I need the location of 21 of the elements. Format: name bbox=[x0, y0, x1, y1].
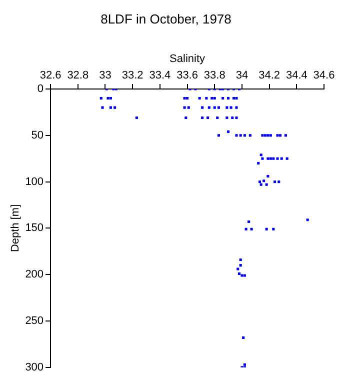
y-tick-label: 150 bbox=[25, 222, 44, 234]
y-tick-label: 100 bbox=[25, 176, 44, 188]
y-tick-label: 50 bbox=[31, 129, 44, 142]
y-tick-label: 200 bbox=[25, 268, 44, 281]
x-tick-label: 33.2 bbox=[122, 69, 144, 82]
x-axis-title: Salinity bbox=[170, 53, 206, 66]
y-tick-label: 300 bbox=[25, 361, 44, 374]
y-axis-title: Depth [m] bbox=[10, 204, 22, 252]
x-tick-label: 34.2 bbox=[258, 69, 280, 82]
x-tick-label: 33.6 bbox=[176, 69, 198, 82]
x-tick-label: 34 bbox=[236, 69, 248, 82]
x-tick-label: 33 bbox=[99, 69, 112, 82]
y-tick-label: 0 bbox=[37, 83, 44, 96]
x-tick-label: 33.8 bbox=[204, 69, 226, 82]
x-tick-label: 34.6 bbox=[313, 69, 335, 82]
x-tick-label: 33.4 bbox=[149, 69, 171, 82]
y-tick-label: 250 bbox=[25, 315, 44, 328]
chart-title: 8LDF in October, 1978 bbox=[100, 11, 232, 26]
x-tick-label: 34.4 bbox=[286, 69, 308, 82]
x-tick-label: 32.8 bbox=[67, 69, 89, 82]
x-tick-label: 32.6 bbox=[40, 69, 62, 82]
